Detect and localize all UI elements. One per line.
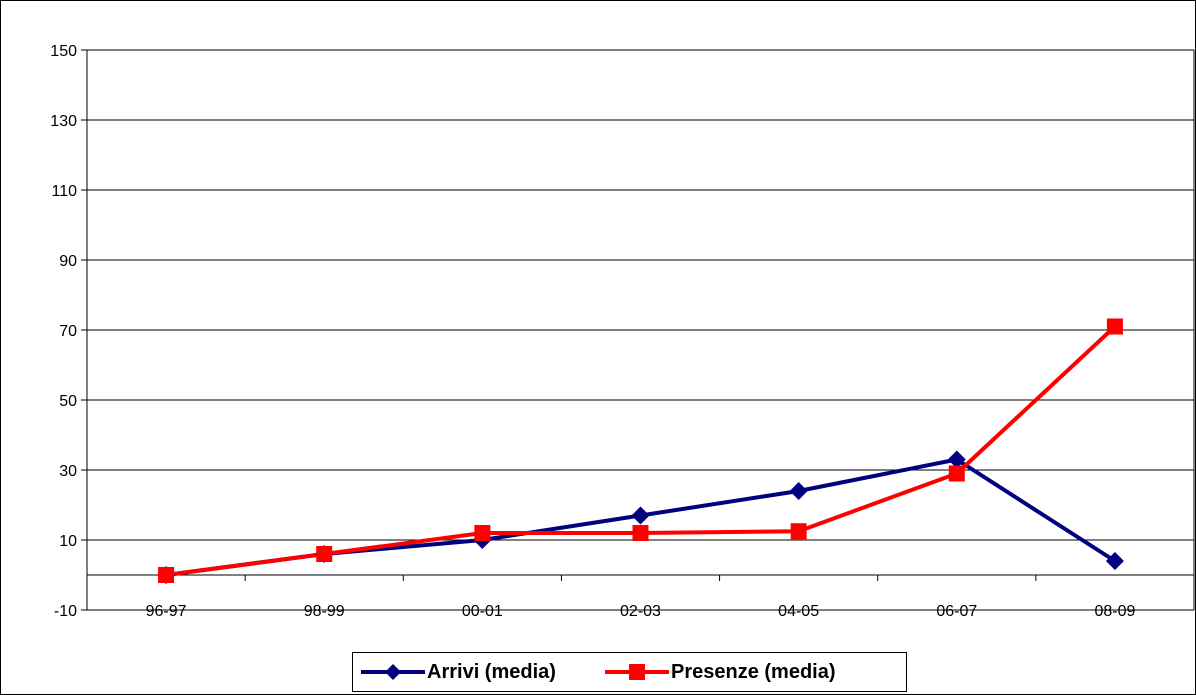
x-tick-label: 00-01 <box>462 603 503 620</box>
axes <box>81 49 1195 611</box>
x-tick-label: 04-05 <box>778 603 819 620</box>
legend-item-arrivi: Arrivi (media) <box>359 653 556 691</box>
y-tick-label: 90 <box>59 253 77 270</box>
series-markers <box>157 318 1124 584</box>
x-tick-label: 98-99 <box>304 603 345 620</box>
data-point-square <box>1106 318 1123 335</box>
gridlines <box>87 49 1195 611</box>
y-tick-label: 110 <box>51 183 77 200</box>
x-tick-label: 02-03 <box>620 603 661 620</box>
data-point-square <box>632 525 649 541</box>
x-tick-label: 06-07 <box>936 603 977 620</box>
data-point-diamond <box>1105 552 1124 570</box>
data-point-square <box>474 525 491 541</box>
y-tick-label: -10 <box>54 603 77 620</box>
y-tick-label: 30 <box>59 463 77 480</box>
data-point-square <box>158 567 175 583</box>
x-tick-label: 96-97 <box>146 603 187 620</box>
y-tick-label: 50 <box>59 393 77 410</box>
data-point-square <box>790 523 807 540</box>
data-point-diamond <box>789 482 808 500</box>
y-tick-label: 70 <box>59 323 77 340</box>
data-point-square <box>948 465 965 482</box>
data-point-diamond <box>947 450 966 469</box>
data-point-diamond <box>631 506 650 525</box>
y-tick-labels: -10 10 30 50 70 90 110 130 150 <box>50 43 77 620</box>
legend-label-presenze: Presenze (media) <box>671 660 836 683</box>
y-tick-label: 10 <box>59 533 77 550</box>
legend-item-presenze: Presenze (media) <box>603 653 836 691</box>
y-tick-label: 150 <box>50 43 77 60</box>
data-point-square <box>316 546 333 562</box>
x-tick-labels: 96-97 98-99 00-01 02-03 04-05 06-07 08-09 <box>146 603 1136 620</box>
legend-swatch-presenze <box>605 664 669 680</box>
legend-swatch-arrivi <box>361 664 425 680</box>
x-tick-label: 08-09 <box>1094 603 1135 620</box>
legend: Arrivi (media) Presenze (media) <box>352 652 907 692</box>
legend-label-arrivi: Arrivi (media) <box>427 660 556 683</box>
y-tick-label: 130 <box>50 113 77 130</box>
